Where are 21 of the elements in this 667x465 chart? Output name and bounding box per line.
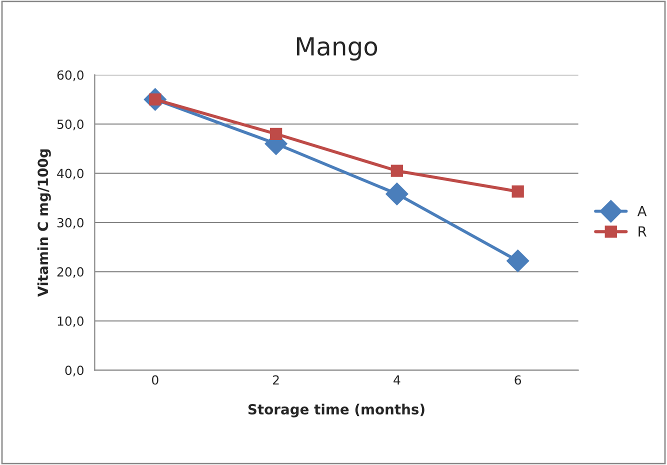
x-tick-label: 4: [394, 375, 400, 384]
x-axis-title: Storage time (months): [248, 404, 424, 418]
point: [512, 185, 524, 198]
y-axis-title: Vitamin C mg/100g: [37, 149, 51, 297]
point: [386, 182, 408, 206]
y-tick-label: 50,0: [57, 120, 84, 130]
y-tick-label: 60,0: [57, 70, 84, 82]
y-tick-label: 20,0: [57, 267, 84, 278]
legend-label: R: [638, 226, 647, 237]
y-tick-label: 40,0: [57, 168, 84, 180]
point: [390, 164, 404, 177]
legend-label: A: [637, 206, 647, 216]
y-tick-label: 30,0: [57, 218, 84, 229]
x-tick-label: 0: [152, 375, 158, 385]
chart-title: Mango: [297, 37, 378, 61]
x-tick-label: 2: [272, 375, 279, 384]
y-tick-label: 10,0: [58, 316, 84, 328]
y-tick-label: 0,0: [65, 366, 84, 376]
point: [506, 250, 530, 272]
x-tick-label: 6: [514, 375, 522, 385]
point: [270, 128, 282, 140]
